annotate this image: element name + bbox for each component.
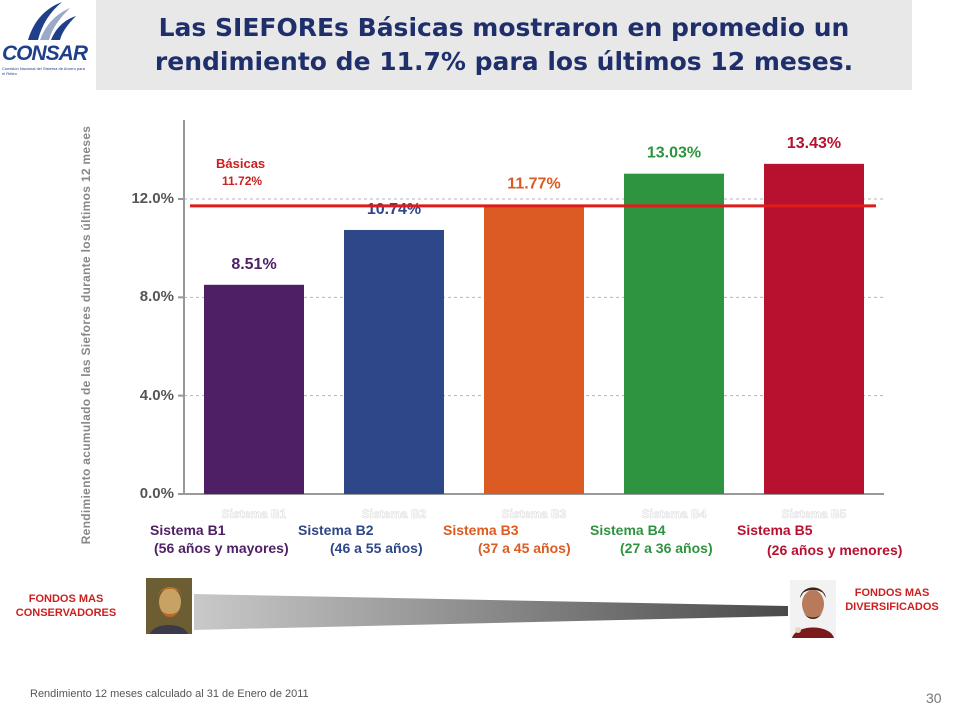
bar-value-label: 11.77% — [507, 176, 560, 193]
y-tick-label: 8.0% — [139, 288, 174, 306]
system-name-label: Sistema B2 — [298, 522, 374, 538]
bar-value-label: 10.74% — [367, 201, 421, 218]
slide-title: Las SIEFOREs Básicas mostraron en promed… — [154, 13, 854, 76]
fondos-diversificados-label: FONDOS MAS DIVERSIFICADOS — [845, 587, 939, 613]
system-age-range-label: (26 años y menores) — [767, 542, 903, 558]
y-tick-label: 12.0% — [131, 190, 174, 207]
system-name-label: Sistema B5 — [737, 522, 813, 538]
title-banner: Las SIEFOREs Básicas mostraron en promed… — [96, 0, 912, 90]
category-tick-label: Sistema B4 — [642, 507, 707, 521]
system-name-label: Sistema B1 — [150, 522, 226, 538]
bar-value-label: 8.51% — [231, 256, 276, 273]
bar-5 — [764, 163, 864, 495]
logo-subtext: Comisión Nacional del Sistema de Ahorro … — [2, 66, 85, 76]
footnote: Rendimiento 12 meses calculado al 31 de … — [30, 688, 309, 700]
category-tick-label: Sistema B3 — [502, 507, 567, 521]
system-name-label: Sistema B3 — [443, 522, 519, 538]
bar-value-label: 13.03% — [647, 145, 701, 162]
system-name-label: Sistema B4 — [590, 522, 666, 538]
conservative-to-diversified-arrow-icon — [194, 594, 788, 630]
consar-logo: CONSAR Comisión Nacional del Sistema de … — [0, 0, 90, 80]
basicas-line-name: Básicas — [216, 156, 265, 171]
diversified-portrait-icon — [790, 580, 836, 638]
y-tick-label: 0.0% — [139, 485, 174, 502]
category-tick-label: Sistema B1 — [222, 507, 287, 521]
basicas-line-value: 11.72% — [222, 174, 262, 188]
bar-3 — [484, 204, 584, 494]
bar-2 — [344, 229, 444, 494]
y-tick-label: 4.0% — [139, 386, 174, 404]
category-tick-label: Sistema B5 — [782, 507, 847, 521]
logo-wordmark: CONSAR — [2, 42, 88, 65]
fondos-conservadores-label: FONDOS MAS CONSERVADORES — [15, 593, 117, 619]
bar-4 — [624, 173, 724, 494]
system-age-range-label: (37 a 45 años) — [478, 540, 571, 556]
bar-value-label: 13.43% — [787, 135, 841, 152]
conservative-portrait-icon — [146, 578, 192, 634]
consar-logo-icon — [28, 2, 76, 40]
page-number: 30 — [926, 690, 942, 706]
system-age-range-label: (27 a 36 años) — [620, 540, 713, 556]
system-age-range-label: (56 años y mayores) — [154, 540, 289, 556]
bar-1 — [204, 284, 304, 494]
category-tick-label: Sistema B2 — [362, 507, 427, 521]
system-age-range-label: (46 a 55 años) — [330, 540, 423, 556]
